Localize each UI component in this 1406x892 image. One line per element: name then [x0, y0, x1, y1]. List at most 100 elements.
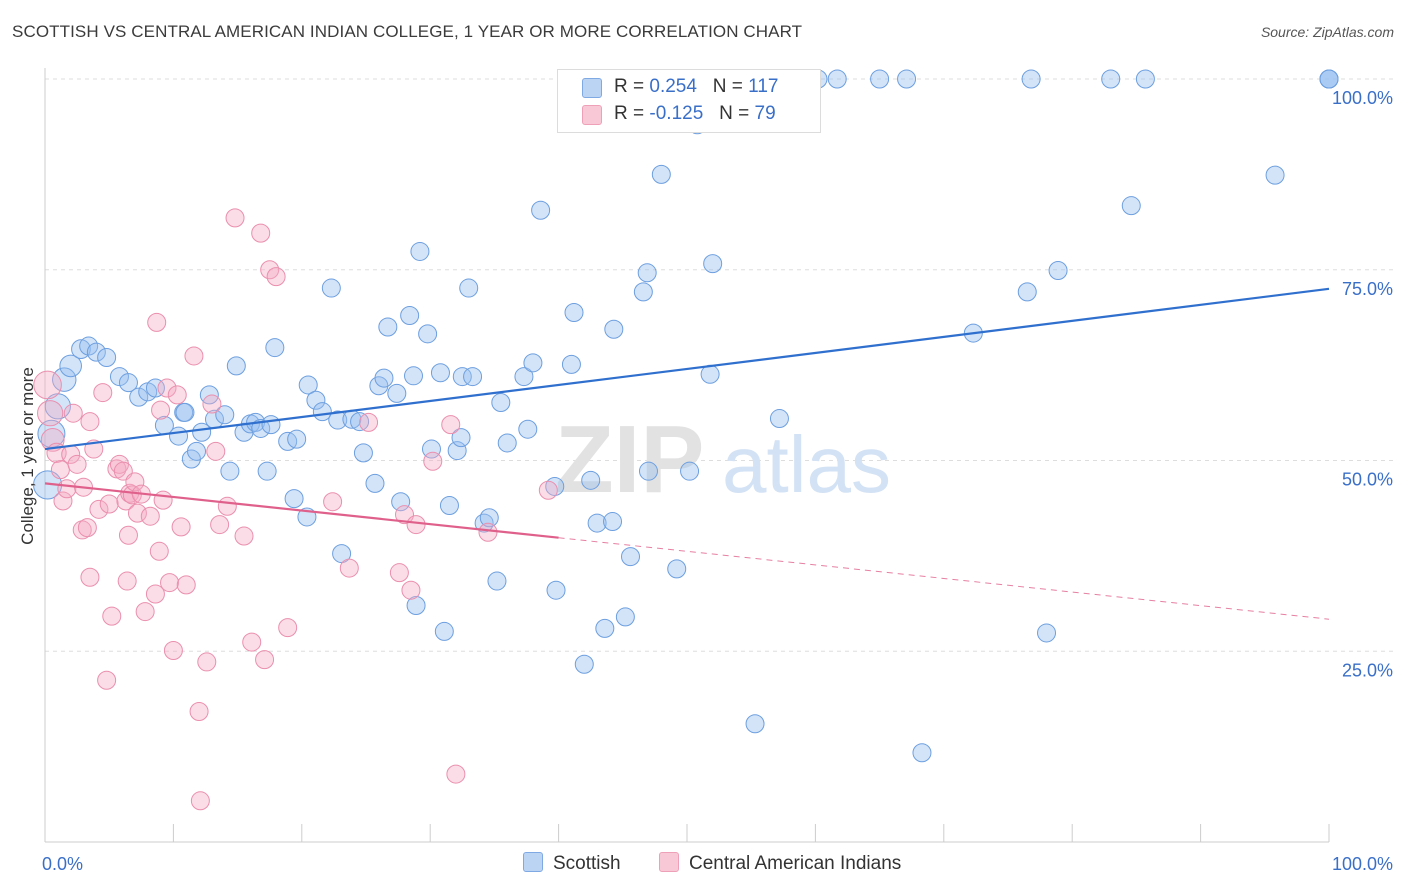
point-central-american-indians: [140, 506, 160, 526]
point-scottish: [447, 441, 467, 461]
point-central-american-indians: [538, 480, 558, 500]
point-scottish: [633, 282, 653, 302]
point-scottish: [298, 375, 318, 395]
point-scottish: [769, 409, 789, 429]
point-scottish: [531, 200, 551, 220]
point-central-american-indians: [80, 412, 100, 432]
point-central-american-indians: [278, 618, 298, 638]
point-scottish: [587, 513, 607, 533]
x-tick-label: 100.0%: [1332, 854, 1393, 874]
point-scottish: [1048, 261, 1068, 281]
point-central-american-indians: [478, 522, 498, 542]
point-central-american-indians: [389, 563, 409, 583]
point-scottish: [86, 342, 106, 362]
legend-item-central-american-indians[interactable]: Central American Indians: [659, 852, 901, 875]
point-scottish: [667, 559, 687, 579]
point-central-american-indians: [147, 312, 167, 332]
point-scottish: [581, 470, 601, 490]
point-central-american-indians: [135, 602, 155, 622]
point-scottish: [400, 306, 420, 326]
point-scottish: [497, 433, 517, 453]
point-scottish: [912, 743, 932, 763]
point-scottish: [52, 367, 77, 392]
point-central-american-indians: [171, 517, 191, 537]
tick-labels: 25.0% 50.0% 75.0% 100.0% 0.0% 100.0%: [42, 88, 1393, 874]
point-central-american-indians: [99, 494, 119, 514]
point-central-american-indians: [255, 650, 275, 670]
point-scottish: [226, 356, 246, 376]
point-scottish: [261, 415, 281, 435]
point-scottish: [1121, 196, 1141, 216]
scottish-swatch: [523, 852, 543, 872]
point-central-american-indians: [151, 400, 171, 420]
central-american-indians-swatch: [659, 852, 679, 872]
point-scottish: [487, 571, 507, 591]
stats-legend: R = 0.254 N = 117 R = -0.125 N = 79: [557, 69, 821, 133]
point-scottish: [474, 513, 494, 533]
r-value-central-american-indians: -0.125: [649, 103, 704, 124]
point-scottish: [312, 402, 332, 422]
central-american-indians-swatch: [582, 105, 602, 125]
legend-label-scottish: Scottish: [553, 853, 621, 874]
point-scottish: [651, 164, 671, 184]
point-central-american-indians: [53, 491, 73, 511]
point-scottish: [1265, 165, 1285, 185]
point-scottish: [199, 385, 219, 405]
point-scottish: [187, 441, 207, 461]
legend-label-central-american-indians: Central American Indians: [689, 853, 902, 874]
trend-line-central-american-indians-extension: [558, 537, 1330, 620]
point-scottish: [410, 241, 430, 261]
y-tick-label: 75.0%: [1342, 279, 1393, 299]
point-central-american-indians: [102, 606, 122, 626]
point-central-american-indians: [163, 640, 183, 660]
point-central-american-indians: [63, 403, 83, 423]
watermark-zip: ZIP: [555, 406, 704, 513]
point-scottish: [827, 69, 847, 89]
n-label: N =: [712, 76, 743, 97]
point-scottish: [561, 354, 581, 374]
point-central-american-indians: [339, 558, 359, 578]
point-central-american-indians: [145, 584, 165, 604]
point-scottish: [1017, 282, 1037, 302]
point-central-american-indians: [118, 525, 138, 545]
point-central-american-indians: [80, 567, 100, 587]
point-scottish: [306, 390, 326, 410]
point-scottish: [378, 317, 398, 337]
point-central-american-indians: [406, 515, 426, 535]
point-scottish: [79, 336, 99, 356]
point-scottish: [564, 302, 584, 322]
point-central-american-indians: [242, 632, 262, 652]
legend-item-scottish[interactable]: Scottish: [523, 852, 621, 875]
point-scottish: [514, 367, 534, 387]
point-scottish: [387, 383, 407, 403]
point-central-american-indians: [423, 451, 443, 471]
point-central-american-indians: [323, 492, 343, 512]
point-central-american-indians: [117, 571, 137, 591]
point-scottish: [870, 69, 890, 89]
point-central-american-indians: [127, 503, 147, 523]
point-central-american-indians: [77, 518, 97, 538]
point-scottish: [421, 439, 441, 459]
point-scottish: [251, 418, 271, 438]
point-scottish: [518, 419, 538, 439]
point-central-american-indians: [89, 499, 109, 519]
x-tick-label: 0.0%: [42, 854, 83, 874]
point-central-american-indians: [446, 764, 466, 784]
point-central-american-indians: [202, 394, 222, 414]
point-scottish: [439, 496, 459, 516]
point-scottish: [406, 595, 426, 615]
point-scottish: [463, 367, 483, 387]
point-central-american-indians: [266, 267, 286, 287]
point-scottish: [451, 428, 471, 448]
point-scottish: [129, 387, 149, 407]
point-scottish: [897, 69, 917, 89]
point-central-american-indians: [93, 383, 113, 403]
point-central-american-indians: [33, 370, 62, 400]
y-tick-label: 50.0%: [1342, 470, 1393, 490]
point-central-american-indians: [167, 385, 187, 405]
point-central-american-indians: [125, 472, 145, 492]
point-scottish: [700, 364, 720, 384]
point-scottish: [638, 461, 658, 481]
point-central-american-indians: [157, 378, 177, 398]
